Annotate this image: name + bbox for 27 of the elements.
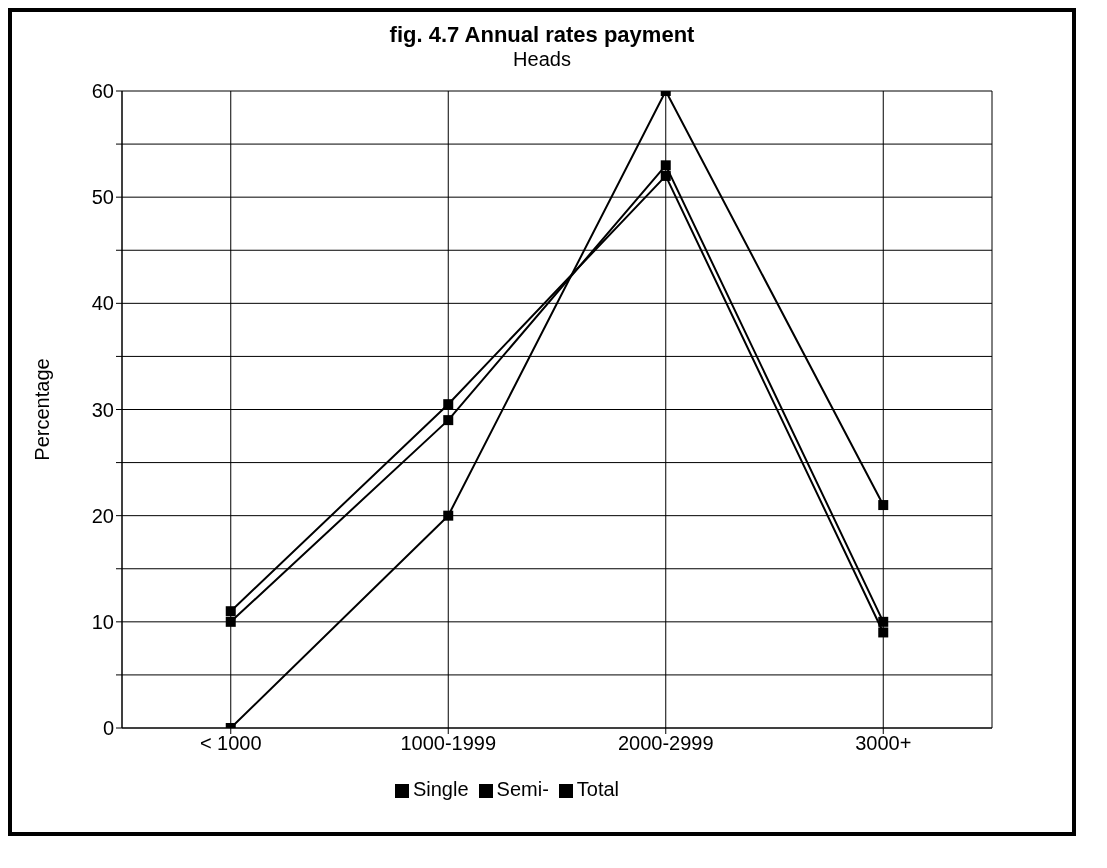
legend-label: Total bbox=[576, 778, 620, 800]
point bbox=[660, 160, 671, 171]
point bbox=[443, 510, 454, 521]
y-tick-label: 20 bbox=[91, 504, 114, 527]
y-tick-label: 30 bbox=[91, 398, 114, 421]
point bbox=[443, 399, 454, 410]
y-tick-label: 40 bbox=[91, 292, 114, 315]
x-tick-label: 1000-1999 bbox=[400, 732, 497, 755]
x-tick-label: 3000+ bbox=[855, 732, 912, 755]
y-axis-title: Percentage bbox=[31, 358, 54, 461]
point bbox=[225, 606, 236, 617]
point bbox=[878, 616, 889, 627]
legend-label: Single bbox=[412, 778, 469, 800]
point bbox=[443, 415, 454, 426]
x-tick-label: < 1000 bbox=[199, 732, 262, 755]
point bbox=[878, 500, 889, 511]
point bbox=[878, 627, 889, 638]
legend-label: Semi- bbox=[496, 778, 549, 800]
y-tick-label: 0 bbox=[102, 717, 114, 740]
y-tick-label: 10 bbox=[91, 610, 114, 633]
point bbox=[225, 616, 236, 627]
x-tick-label: 2000-2999 bbox=[617, 732, 714, 755]
y-tick-label: 50 bbox=[91, 186, 114, 209]
y-tick-label: 60 bbox=[91, 80, 114, 103]
chart-subtitle: Heads bbox=[512, 48, 572, 71]
point bbox=[660, 170, 671, 181]
chart-title: fig. 4.7 Annual rates payment bbox=[388, 22, 696, 48]
